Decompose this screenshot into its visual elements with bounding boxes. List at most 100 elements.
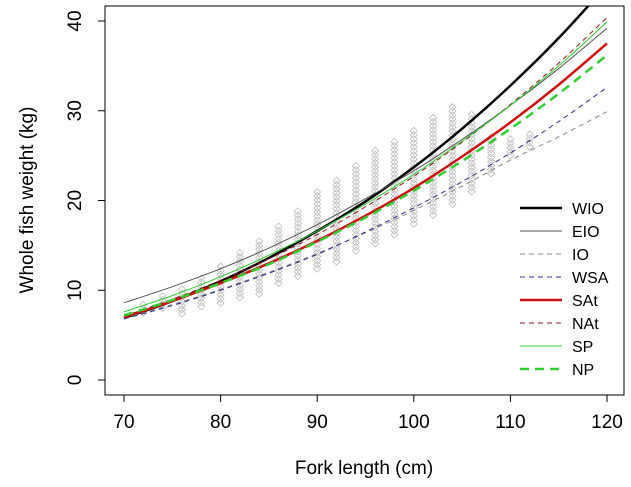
series-line-np — [123, 54, 608, 317]
observation-point — [293, 207, 302, 216]
x-axis-title: Fork length (cm) — [295, 458, 433, 479]
observation-point — [332, 245, 341, 254]
observation-point — [467, 151, 476, 160]
legend-label-np: NP — [572, 362, 594, 379]
observation-point — [216, 298, 225, 307]
observation-point — [390, 161, 399, 171]
observation-point — [409, 143, 418, 152]
observation-point — [351, 169, 360, 179]
observation-point — [274, 262, 283, 271]
observation-point — [371, 170, 380, 179]
observation-point — [235, 277, 244, 286]
observation-point — [332, 176, 341, 185]
observation-point — [506, 151, 515, 160]
observation-point — [274, 222, 283, 231]
observation-point — [448, 187, 457, 197]
observation-point — [390, 230, 399, 239]
observation-point — [293, 271, 302, 280]
observation-point — [274, 230, 283, 239]
observation-point — [448, 103, 457, 112]
x-tick-label: 110 — [495, 412, 525, 433]
observation-point — [332, 253, 341, 262]
observation-point — [429, 210, 438, 219]
observation-point — [351, 161, 360, 171]
observation-point — [429, 117, 438, 127]
observation-point — [448, 107, 457, 116]
observation-point — [409, 147, 418, 156]
x-tick-label: 90 — [307, 412, 328, 433]
observation-point — [313, 208, 322, 217]
y-tick-label: 40 — [65, 10, 86, 31]
observation-point — [351, 186, 360, 195]
observation-point — [409, 151, 418, 160]
observation-point — [293, 267, 302, 276]
observation-point — [390, 202, 399, 211]
y-axis-title: Whole fish weight (kg) — [17, 107, 38, 294]
observation-point — [274, 238, 283, 247]
observation-point — [371, 227, 380, 236]
y-tick-label: 10 — [65, 280, 86, 301]
observation-point — [197, 278, 206, 287]
observation-point — [351, 178, 360, 187]
observation-point — [448, 171, 457, 180]
observation-point — [216, 262, 225, 271]
observation-point — [390, 153, 399, 162]
observation-point — [448, 167, 457, 176]
observation-point — [448, 139, 457, 148]
observation-point — [409, 155, 418, 164]
observation-point — [467, 122, 476, 131]
observation-point — [467, 175, 476, 184]
observation-point — [293, 255, 302, 264]
observation-point — [390, 222, 399, 231]
observation-point — [371, 219, 380, 228]
observation-point — [371, 150, 380, 159]
observation-point — [409, 203, 418, 212]
observation-point — [313, 212, 322, 221]
observation-point — [177, 309, 187, 318]
series-line-sp — [123, 21, 608, 313]
observation-point — [448, 127, 457, 136]
observation-point — [351, 165, 360, 175]
observation-point — [429, 182, 438, 191]
observation-point — [313, 256, 322, 265]
observation-point — [216, 290, 225, 299]
observation-point — [409, 130, 418, 140]
observation-point — [390, 214, 399, 223]
observation-point — [409, 207, 418, 216]
observation-point — [371, 146, 380, 155]
observation-point — [467, 159, 476, 168]
observation-point — [332, 200, 341, 210]
observation-point — [216, 294, 225, 303]
observation-point — [467, 147, 476, 156]
observation-point — [525, 134, 534, 143]
x-tick-label: 100 — [398, 412, 430, 433]
observation-point — [448, 115, 457, 124]
observation-point — [429, 134, 438, 143]
observation-point — [448, 123, 457, 132]
observation-point — [255, 241, 264, 250]
y-tick-label: 30 — [65, 100, 86, 121]
observation-point — [429, 130, 438, 139]
observation-point — [525, 138, 534, 147]
legend-label-sat: SAt — [572, 293, 598, 310]
observation-point — [409, 215, 418, 224]
observation-point — [197, 302, 206, 311]
series-line-eio — [123, 27, 608, 304]
observation-point — [390, 206, 399, 215]
observation-point — [293, 263, 302, 272]
observation-point — [274, 258, 283, 267]
observation-point — [332, 192, 341, 201]
observation-point — [332, 257, 341, 266]
observation-point — [448, 151, 457, 160]
observation-point — [525, 130, 534, 139]
observation-point — [351, 246, 360, 255]
observation-point — [371, 231, 380, 240]
observation-point — [293, 223, 302, 232]
plot-frame — [104, 5, 625, 396]
observation-point — [390, 169, 399, 179]
observation-point — [313, 191, 322, 201]
observation-point — [332, 233, 341, 242]
observation-point — [293, 215, 302, 224]
observation-point — [467, 134, 476, 144]
observation-point — [274, 266, 283, 276]
